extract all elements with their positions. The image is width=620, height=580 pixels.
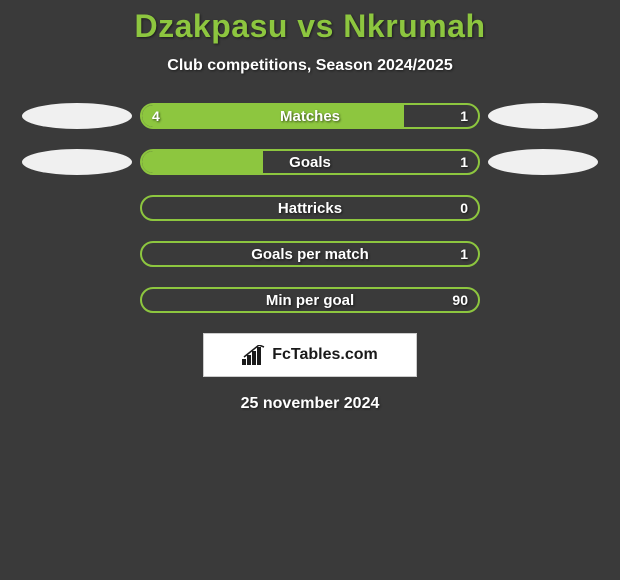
stat-bar: Hattricks0 — [140, 195, 480, 221]
stat-row: Min per goal90 — [0, 287, 620, 313]
left-ellipse — [22, 103, 132, 129]
date-label: 25 november 2024 — [0, 395, 620, 413]
comparison-infographic: Dzakpasu vs Nkrumah Club competitions, S… — [0, 0, 620, 413]
right-ellipse — [488, 103, 598, 129]
right-ellipse — [488, 241, 598, 267]
right-value: 0 — [460, 197, 468, 219]
chart-icon — [242, 345, 266, 365]
stat-row: Goals per match1 — [0, 241, 620, 267]
stat-bar: Goals1 — [140, 149, 480, 175]
stat-rows: Matches41 Goals1 Hattricks0 Goals per match… — [0, 103, 620, 313]
stat-row: Matches41 — [0, 103, 620, 129]
stat-bar: Matches41 — [140, 103, 480, 129]
stat-bar: Min per goal90 — [140, 287, 480, 313]
right-value: 90 — [452, 289, 468, 311]
stat-row: Goals1 — [0, 149, 620, 175]
bar-label: Hattricks — [142, 197, 478, 219]
right-ellipse — [488, 149, 598, 175]
bar-label: Min per goal — [142, 289, 478, 311]
left-ellipse — [22, 241, 132, 267]
right-ellipse — [488, 287, 598, 313]
left-ellipse — [22, 149, 132, 175]
stat-bar: Goals per match1 — [140, 241, 480, 267]
subtitle: Club competitions, Season 2024/2025 — [0, 57, 620, 75]
bar-fill — [142, 105, 404, 127]
source-badge: FcTables.com — [203, 333, 417, 377]
right-value: 1 — [460, 105, 468, 127]
left-ellipse — [22, 195, 132, 221]
right-ellipse — [488, 195, 598, 221]
left-ellipse — [22, 287, 132, 313]
bar-label: Goals per match — [142, 243, 478, 265]
page-title: Dzakpasu vs Nkrumah — [0, 8, 620, 45]
right-value: 1 — [460, 151, 468, 173]
bar-fill — [142, 151, 263, 173]
right-value: 1 — [460, 243, 468, 265]
stat-row: Hattricks0 — [0, 195, 620, 221]
badge-text: FcTables.com — [272, 346, 378, 364]
